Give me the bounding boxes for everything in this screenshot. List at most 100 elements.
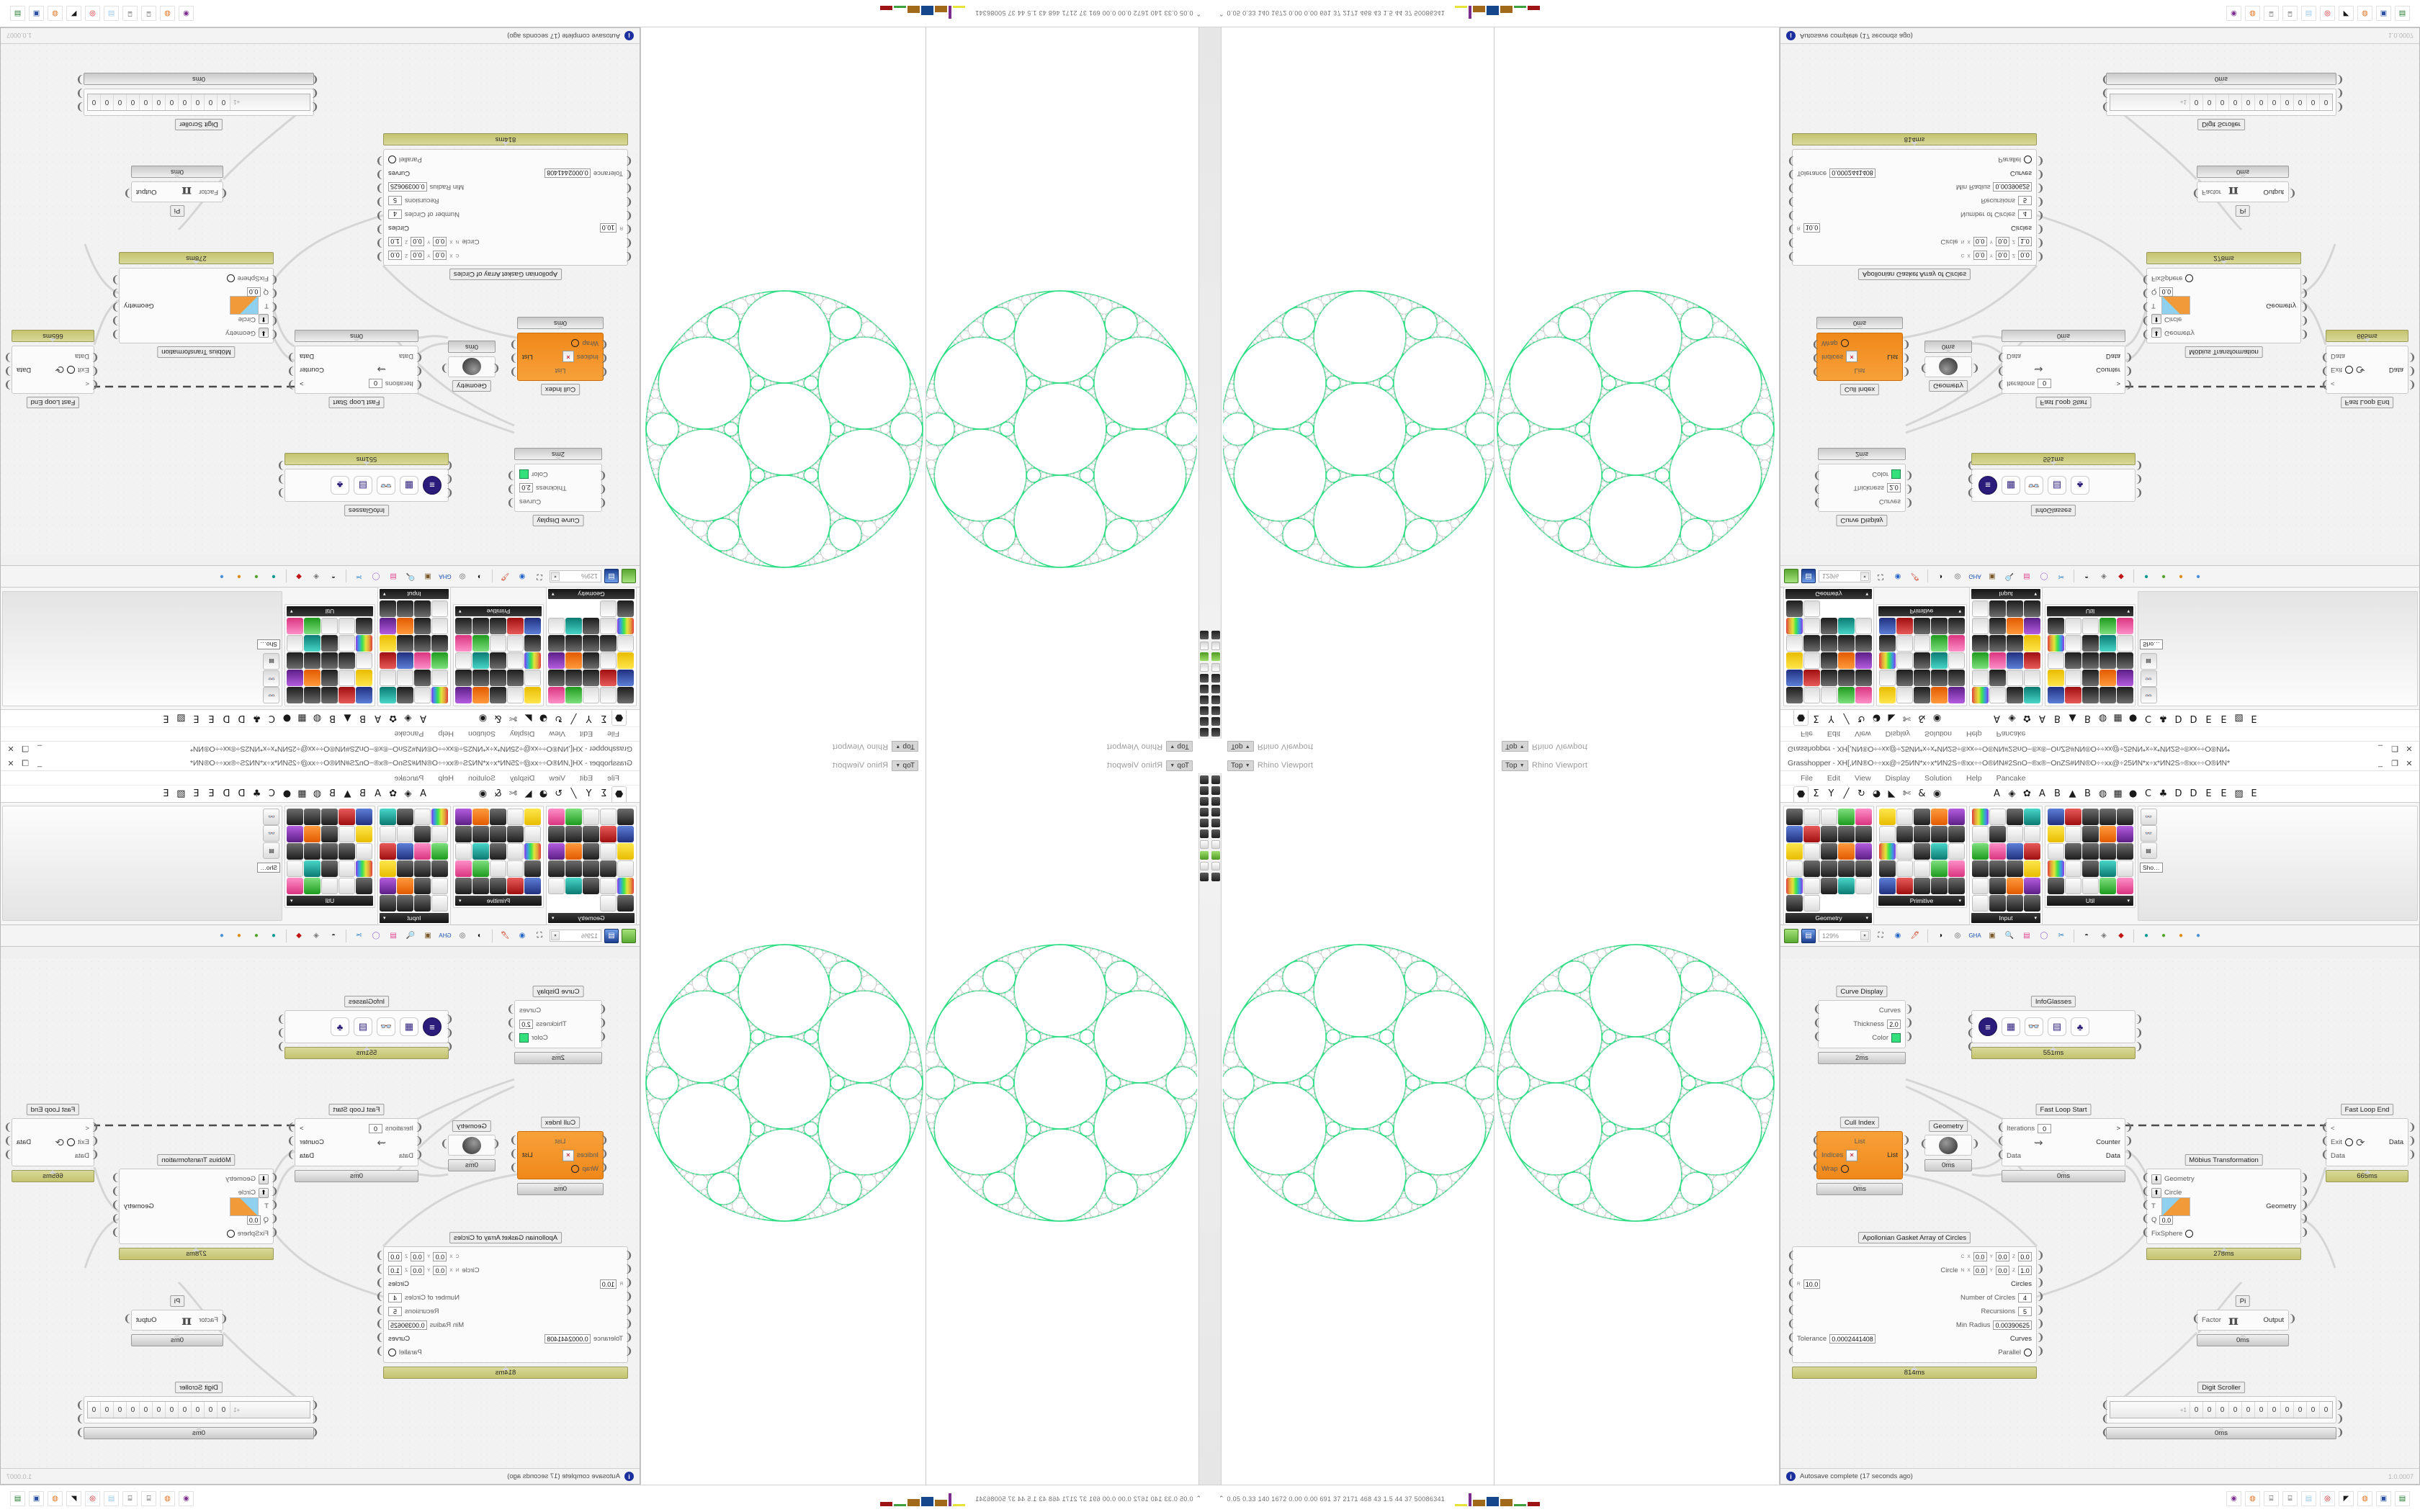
component-icon[interactable]: [356, 670, 373, 687]
ribbon-tab-r11[interactable]: ♣: [2159, 713, 2168, 724]
document-icon[interactable]: ▣: [424, 572, 431, 580]
output-port[interactable]: ❩: [76, 1400, 84, 1411]
output-port[interactable]: ❩: [2036, 1264, 2045, 1275]
output-port[interactable]: ❩: [4, 1122, 12, 1133]
component-icon[interactable]: [431, 877, 449, 894]
panel-caption[interactable]: Input ▾: [380, 913, 449, 923]
ribbon-tab-r0[interactable]: A: [420, 713, 426, 724]
menu-item-pancake[interactable]: Pancake: [394, 729, 424, 739]
component-icon[interactable]: [304, 860, 321, 877]
component-icon[interactable]: [356, 808, 373, 825]
boolean-toggle[interactable]: [571, 1165, 580, 1173]
node-param-row[interactable]: Data: [12, 1149, 94, 1163]
input-port[interactable]: ❨: [1996, 1122, 2005, 1133]
component-icon[interactable]: [2116, 860, 2133, 877]
panel-caption[interactable]: Primitive ▾: [455, 896, 542, 906]
gh-node-cull-index[interactable]: Cull Index List Indices ✕ List Wrap ❨ ❩ ❨ ❩ ❨ ❩ 0ms: [509, 317, 609, 395]
input-port[interactable]: ❨: [2321, 1135, 2329, 1147]
component-icon[interactable]: [2116, 842, 2133, 860]
output-port[interactable]: ❩: [375, 168, 384, 180]
infoglass-button-2[interactable]: 👓: [377, 1017, 395, 1036]
input-port[interactable]: ❨: [624, 1277, 633, 1289]
gh-node-fast-loop-end[interactable]: Fast Loop End < Exit ⟳ Data Data ❨ ❩ ❨ ❩ ❨ ❩ 665ms: [2321, 1104, 2416, 1182]
component-icon[interactable]: [565, 618, 583, 635]
component-icon[interactable]: [1785, 894, 1803, 912]
component-icon[interactable]: [1837, 860, 1855, 877]
rail-icon[interactable]: [1200, 642, 1209, 650]
rail-icon[interactable]: [1211, 696, 1220, 704]
ribbon-tab-3[interactable]: ╱: [570, 713, 577, 724]
component-icon[interactable]: [2099, 635, 2116, 652]
gh-node-cull-index[interactable]: Cull Index List Indices ✕ List Wrap ❨ ❩ ❨ ❩ ❨ ❩ 0ms: [1811, 1117, 1911, 1195]
node-param-row[interactable]: C X 0.0 Y 0.0 Z 0.0: [384, 248, 627, 262]
component-icon[interactable]: [1948, 877, 1965, 894]
input-port[interactable]: ❨: [1787, 1305, 1796, 1316]
component-icon[interactable]: [1855, 860, 1872, 877]
component-icon[interactable]: [1785, 652, 1803, 670]
input-port[interactable]: ❨: [1787, 1332, 1796, 1344]
node-param-row[interactable]: C X 0.0 Y 0.0 Z 0.0: [1793, 248, 2036, 262]
component-icon[interactable]: [397, 894, 414, 912]
component-icon[interactable]: [1989, 808, 2006, 825]
input-port[interactable]: ❨: [445, 487, 454, 498]
component-icon[interactable]: [321, 635, 339, 652]
component-icon[interactable]: [1855, 808, 1872, 825]
component-icon[interactable]: [2006, 894, 2023, 912]
component-icon[interactable]: [490, 652, 507, 670]
boolean-toggle[interactable]: [67, 1138, 76, 1146]
preview-off-icon[interactable]: ◆: [2118, 932, 2124, 940]
output-port[interactable]: ❩: [123, 187, 132, 199]
input-port[interactable]: ❨: [2141, 1213, 2150, 1225]
component-icon[interactable]: [414, 670, 431, 687]
component-icon[interactable]: [2047, 652, 2064, 670]
output-port[interactable]: ❩: [1905, 1017, 1914, 1029]
preview-wire-icon[interactable]: ◈: [313, 932, 319, 940]
param-value[interactable]: 0.0: [433, 237, 447, 246]
scroller-digit[interactable]: 0: [2319, 94, 2332, 110]
component-icon[interactable]: [2116, 808, 2133, 825]
ribbon-tab-r2[interactable]: ✿: [2023, 788, 2031, 799]
component-icon[interactable]: [1785, 808, 1803, 825]
scroller-digit[interactable]: 0: [2228, 1402, 2241, 1418]
component-icon[interactable]: [287, 635, 304, 652]
input-port[interactable]: ❨: [1787, 237, 1796, 248]
param-value[interactable]: 0: [2038, 379, 2052, 388]
output-port[interactable]: ❩: [375, 1318, 384, 1330]
ribbon-tab-r11[interactable]: ♣: [2159, 788, 2168, 799]
ribbon-tab-r12[interactable]: D: [2174, 713, 2182, 724]
input-port[interactable]: ❨: [270, 1172, 279, 1184]
node-param-row[interactable]: Tolerance 0.0002441408 Curves: [384, 166, 627, 180]
taskbar-app-icon[interactable]: ⌸: [122, 6, 138, 21]
input-port[interactable]: ❨: [2141, 1186, 2150, 1197]
taskbar-app-icon[interactable]: ◤: [66, 1491, 81, 1506]
param-value[interactable]: 0.0: [410, 1252, 424, 1261]
ribbon-panel-extra[interactable]: 👓 👓 ▤ Sho…: [2, 591, 282, 706]
param-value[interactable]: 0.0: [1973, 1252, 1987, 1261]
component-icon[interactable]: [583, 877, 600, 894]
node-param-row[interactable]: Factor π Output: [132, 184, 223, 200]
param-value[interactable]: 0.0: [410, 237, 424, 246]
node-param-row[interactable]: Q 0.0: [2147, 1213, 2300, 1227]
node-param-row[interactable]: Iterations 0 >: [2002, 377, 2125, 390]
input-port[interactable]: ❨: [1919, 1138, 1928, 1150]
help-icon[interactable]: ▤: [390, 932, 397, 940]
rhino-viewport-left[interactable]: Top ▼ Rhino Viewport: [926, 27, 1210, 756]
menu-item-file[interactable]: File: [1801, 729, 1813, 739]
panel-caption[interactable]: Primitive ▾: [1878, 896, 1965, 906]
component-icon[interactable]: [2099, 670, 2116, 687]
component-icon[interactable]: [565, 635, 583, 652]
panel-caption[interactable]: Input ▾: [1971, 913, 2040, 923]
boolean-toggle[interactable]: [388, 1349, 396, 1356]
color-swatch[interactable]: [1891, 469, 1901, 479]
zoom-extents-icon[interactable]: ⛶: [1878, 932, 1883, 940]
input-port[interactable]: ❨: [2101, 1413, 2110, 1425]
node-param-row[interactable]: Number of Circles 4: [1793, 1291, 2036, 1305]
ribbon-tab-7[interactable]: ✄: [509, 713, 517, 724]
component-icon[interactable]: [414, 808, 431, 825]
component-icon[interactable]: [1803, 687, 1820, 704]
input-port[interactable]: ❨: [1787, 1346, 1796, 1357]
ribbon-tab-r5[interactable]: ▲: [344, 788, 351, 799]
input-port[interactable]: ❨: [1996, 1135, 2005, 1147]
input-port[interactable]: ❨: [1811, 1162, 1820, 1174]
input-port[interactable]: ❨: [600, 338, 609, 350]
